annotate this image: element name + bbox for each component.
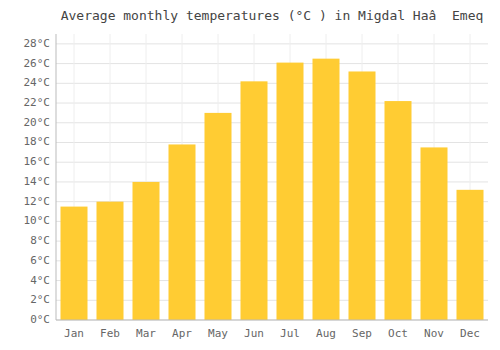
y-tick-label: 2°C xyxy=(30,293,50,306)
y-grid-line xyxy=(56,103,488,104)
axes xyxy=(56,34,488,320)
y-tick-label: 18°C xyxy=(24,135,51,148)
x-tick-label: Mar xyxy=(136,327,156,340)
bars xyxy=(61,59,484,320)
y-tick-label: 26°C xyxy=(24,57,51,70)
x-tick-label: Aug xyxy=(316,327,336,340)
y-tick-label: 8°C xyxy=(30,234,50,247)
bar xyxy=(385,101,412,320)
x-tick-label: Feb xyxy=(100,327,120,340)
y-tick-label: 0°C xyxy=(30,313,50,326)
bar xyxy=(349,71,376,320)
x-tick-label: Sep xyxy=(352,327,372,340)
y-tick-label: 24°C xyxy=(24,76,51,89)
bar xyxy=(241,81,268,320)
bar xyxy=(313,59,340,320)
title: Average monthly temperatures (°C ) in Mi… xyxy=(61,8,484,23)
y-grid-line xyxy=(56,83,488,84)
x-tick-labels: Jan Feb Mar Apr May Jun Jul Aug Sep Oct Nov Dec xyxy=(64,327,480,340)
y-tick-label: 20°C xyxy=(24,116,51,129)
x-tick-label: Jul xyxy=(280,327,300,340)
y-grid-line xyxy=(56,122,488,123)
bar xyxy=(457,190,484,320)
y-tick-label: 22°C xyxy=(24,96,51,109)
y-tick-label: 4°C xyxy=(30,274,50,287)
y-axis-line xyxy=(56,34,57,320)
y-tick-labels: 0°C 2°C 4°C 6°C 8°C 10°C 12°C 14°C 16°C 18°C 20°C 2… xyxy=(24,37,51,326)
x-tick-label: Jan xyxy=(64,327,84,340)
x-tick-label: Oct xyxy=(388,327,408,340)
y-tick-label: 28°C xyxy=(24,37,51,50)
bar xyxy=(97,202,124,320)
y-tick-label: 6°C xyxy=(30,254,50,267)
bar xyxy=(61,207,88,320)
grid xyxy=(56,34,488,320)
x-tick-label: Jun xyxy=(244,327,264,340)
x-tick-label: Nov xyxy=(424,327,444,340)
chart: 0°C 2°C 4°C 6°C 8°C 10°C 12°C 14°C 16°C 18°C 20°C 2… xyxy=(0,0,500,350)
y-tick-label: 16°C xyxy=(24,155,51,168)
bar xyxy=(133,182,160,320)
page: {"chart_data": {"type": "bar", "title": … xyxy=(0,0,500,350)
y-grid-line xyxy=(56,320,488,321)
bar xyxy=(169,144,196,320)
x-tick-label: Dec xyxy=(460,327,480,340)
y-tick-label: 14°C xyxy=(24,175,51,188)
bar xyxy=(205,113,232,320)
y-tick-label: 10°C xyxy=(24,214,51,227)
y-grid-line xyxy=(56,142,488,143)
x-axis-line xyxy=(56,320,488,321)
y-tick-label: 12°C xyxy=(24,195,51,208)
bar xyxy=(421,147,448,320)
y-grid-line xyxy=(56,63,488,64)
bar xyxy=(277,63,304,320)
x-tick-label: Apr xyxy=(172,327,192,340)
x-tick-label: May xyxy=(208,327,228,340)
y-grid-line xyxy=(56,43,488,44)
